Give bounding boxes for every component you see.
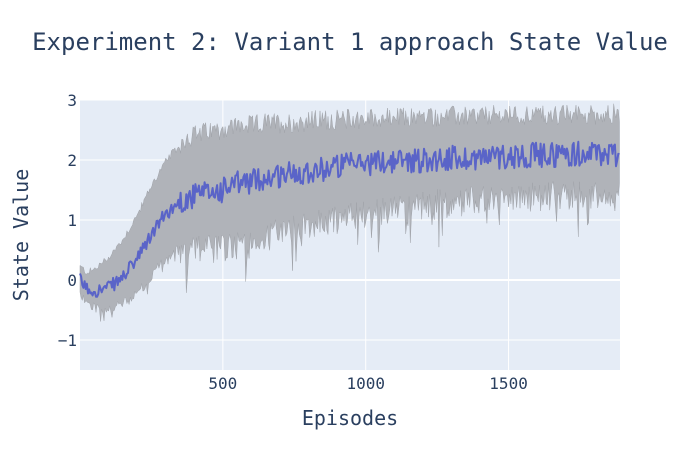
y-tick-label-1: 0 [67, 271, 77, 290]
x-tick-label-1: 1000 [346, 374, 385, 393]
y-tick-label-4: 3 [67, 91, 77, 110]
x-tick-label-2: 1500 [489, 374, 528, 393]
y-axis-title: State Value [9, 169, 33, 301]
x-axis-title: Episodes [302, 406, 398, 430]
mean-line [79, 140, 620, 298]
y-tick-label-0: −1 [58, 331, 77, 350]
y-tick-labels: −1 0 1 2 3 [58, 91, 77, 350]
y-tick-label-2: 1 [67, 211, 77, 230]
chart-title: Experiment 2: Variant 1 approach State V… [32, 28, 668, 56]
line-layer [79, 140, 620, 298]
x-tick-labels: 500 1000 1500 [208, 374, 527, 393]
y-tick-label-3: 2 [67, 151, 77, 170]
x-tick-label-0: 500 [208, 374, 237, 393]
